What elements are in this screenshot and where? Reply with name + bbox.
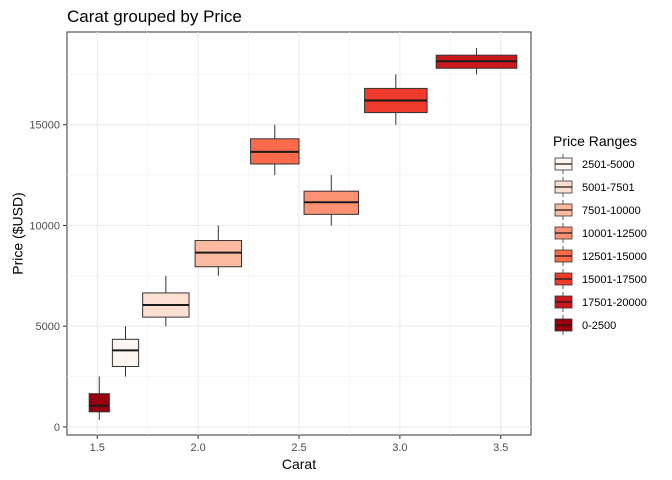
box-7501-10000 [194, 225, 243, 276]
y-axis-title: Price ($USD) [10, 192, 26, 274]
x-tick-label: 2.0 [190, 442, 205, 454]
axis-layer: 1.5 2.0 2.5 3.0 3.5 0 5000 10000 15000 [29, 120, 508, 454]
legend-item-0-2500: 0-2500 [554, 315, 616, 335]
box-10001-12500 [303, 175, 360, 226]
box-layer [88, 48, 518, 420]
legend-label: 15001-17500 [582, 274, 647, 286]
legend-item-2501-5000: 2501-5000 [554, 154, 635, 174]
y-tick-label: 0 [54, 422, 60, 434]
legend-item-17501-20000: 17501-20000 [554, 292, 647, 312]
box-2501-5000 [111, 326, 140, 377]
legend-item-15001-17500: 15001-17500 [554, 269, 647, 289]
legend-label: 5001-7501 [582, 182, 635, 194]
legend-item-5001-7501: 5001-7501 [554, 177, 635, 197]
legend-label: 0-2500 [582, 320, 616, 332]
legend-label: 10001-12500 [582, 228, 647, 240]
box-body [194, 240, 243, 268]
chart-title: Carat grouped by Price [67, 7, 242, 26]
x-tick-label: 1.5 [90, 442, 105, 454]
legend-item-7501-10000: 7501-10000 [554, 200, 641, 220]
legend-label: 17501-20000 [582, 297, 647, 309]
x-tick-label: 3.5 [493, 442, 508, 454]
box-17501-20000 [435, 48, 518, 75]
x-tick-label: 3.0 [392, 442, 407, 454]
legend-label: 7501-10000 [582, 205, 641, 217]
y-tick-label: 10000 [29, 220, 60, 232]
legend-items: 2501-5000 5001-7501 7501-10000 10001-12500 1… [554, 154, 647, 335]
grid-lines [67, 32, 531, 435]
box-body [88, 393, 110, 413]
box-15001-17500 [364, 74, 428, 125]
legend: Price Ranges 2501-5000 5001-7501 7501-1000… [553, 133, 647, 335]
legend-item-10001-12500: 10001-12500 [554, 223, 647, 243]
y-tick-label: 5000 [36, 321, 60, 333]
legend-label: 2501-5000 [582, 159, 635, 171]
y-tick-label: 15000 [29, 120, 60, 132]
x-tick-label: 2.5 [291, 442, 306, 454]
legend-item-12501-15000: 12501-15000 [554, 246, 647, 266]
box-12501-15000 [250, 124, 300, 176]
box-5001-7501 [142, 275, 190, 327]
box-body [111, 338, 140, 367]
legend-title: Price Ranges [553, 133, 637, 149]
legend-label: 12501-15000 [582, 251, 647, 263]
x-axis-title: Carat [282, 456, 316, 472]
box-0-2500 [88, 376, 110, 420]
